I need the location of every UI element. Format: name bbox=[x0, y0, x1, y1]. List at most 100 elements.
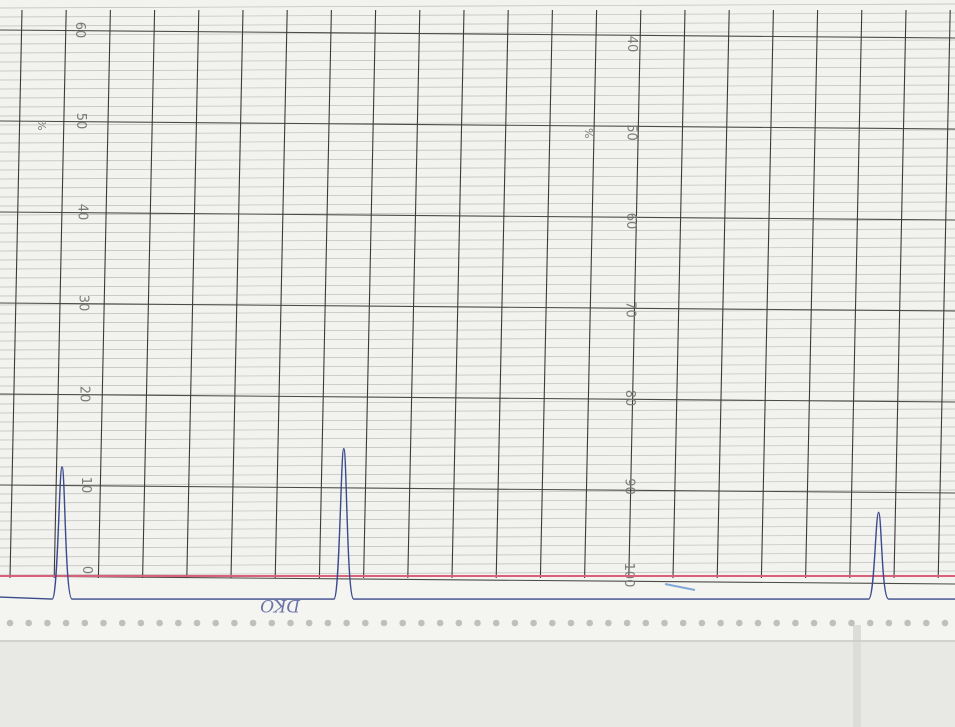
minor-grid-line bbox=[0, 543, 955, 549]
minor-grid-line bbox=[0, 174, 955, 180]
minor-grid-line bbox=[0, 201, 955, 207]
minor-grid-line bbox=[0, 507, 955, 513]
vertical-grid-line bbox=[805, 9, 819, 579]
right-tick-label: 40 bbox=[624, 36, 639, 53]
sprocket-hole bbox=[418, 619, 425, 627]
sprocket-hole bbox=[623, 619, 631, 627]
minor-grid-line bbox=[0, 255, 955, 261]
minor-grid-line bbox=[0, 435, 955, 441]
minor-grid-line bbox=[0, 489, 955, 495]
minor-grid-line bbox=[0, 462, 955, 468]
left-tick-label: 30 bbox=[76, 295, 91, 312]
minor-grid-line bbox=[0, 363, 955, 369]
major-grid-line bbox=[0, 120, 955, 130]
left-tick-label: 10 bbox=[78, 477, 93, 494]
minor-grid-line bbox=[0, 93, 955, 99]
sprocket-hole bbox=[736, 619, 743, 627]
vertical-grid-line bbox=[539, 9, 553, 579]
major-grid-line bbox=[0, 211, 955, 221]
vertical-grid-line bbox=[495, 9, 509, 579]
vertical-grid-line bbox=[363, 9, 377, 579]
sprocket-hole bbox=[137, 619, 145, 627]
minor-grid-line bbox=[0, 336, 955, 342]
minor-grid-line bbox=[0, 156, 955, 162]
sprocket-hole bbox=[268, 619, 276, 627]
handwritten-note: DKO bbox=[260, 595, 301, 615]
major-grid-line bbox=[0, 575, 955, 585]
sprocket-hole bbox=[25, 619, 32, 627]
sprocket-hole bbox=[567, 619, 575, 627]
minor-grid-line bbox=[0, 354, 955, 360]
minor-grid-line bbox=[0, 111, 955, 117]
sprocket-hole bbox=[810, 619, 818, 627]
sprocket-hole bbox=[904, 619, 911, 627]
sprocket-hole bbox=[212, 619, 219, 627]
sprocket-hole bbox=[642, 619, 650, 627]
minor-grid bbox=[0, 3, 955, 576]
vertical-grid-line bbox=[53, 9, 67, 579]
vertical-grid-line bbox=[760, 9, 774, 579]
minor-grid-line bbox=[0, 453, 955, 459]
sprocket-hole bbox=[175, 619, 182, 627]
minor-grid-line bbox=[0, 525, 955, 531]
minor-grid-line bbox=[0, 471, 955, 477]
minor-grid-line bbox=[0, 327, 955, 333]
minor-grid-line bbox=[0, 516, 955, 522]
right-tick-label: 50 bbox=[624, 124, 639, 141]
sprocket-holes bbox=[6, 619, 949, 627]
sprocket-hole bbox=[62, 619, 70, 627]
right-tick-label: 60 bbox=[623, 213, 638, 230]
sprocket-hole bbox=[6, 619, 14, 627]
minor-grid-line bbox=[0, 309, 955, 315]
vertical-grid-line bbox=[9, 9, 23, 579]
minor-grid-line bbox=[0, 138, 955, 144]
sprocket-hole bbox=[305, 619, 313, 627]
left-tick-label: 50 bbox=[73, 113, 88, 130]
minor-grid-line bbox=[0, 318, 955, 324]
sprocket-hole bbox=[362, 619, 369, 627]
sprocket-hole bbox=[474, 619, 481, 627]
minor-grid-line bbox=[0, 48, 955, 54]
minor-grid-line bbox=[0, 480, 955, 486]
sprocket-hole bbox=[866, 619, 874, 627]
vertical-grid-line bbox=[451, 9, 465, 579]
vertical-grid-line bbox=[584, 9, 598, 579]
minor-grid-line bbox=[0, 408, 955, 414]
minor-grid-line bbox=[0, 417, 955, 423]
minor-grid-line bbox=[0, 273, 955, 279]
right-tick-label: 80 bbox=[622, 390, 637, 407]
minor-grid-line bbox=[0, 534, 955, 540]
minor-grid-line bbox=[0, 291, 955, 297]
sprocket-hole bbox=[923, 619, 930, 627]
left-scale-ticks: 0 10 20 30 40 50 60 bbox=[72, 22, 94, 574]
minor-grid-line bbox=[0, 246, 955, 252]
vertical-grid-line bbox=[318, 9, 332, 579]
minor-grid-line bbox=[0, 237, 955, 243]
minor-grid-line bbox=[0, 426, 955, 432]
minor-grid-line bbox=[0, 444, 955, 450]
pen-mark bbox=[664, 583, 696, 591]
minor-grid-line bbox=[0, 102, 955, 108]
sprocket-hole bbox=[511, 619, 519, 627]
minor-grid-line bbox=[0, 75, 955, 81]
sprocket-hole bbox=[885, 619, 893, 627]
vertical-grid-line bbox=[142, 9, 156, 579]
sprocket-hole bbox=[586, 619, 593, 627]
sprocket-hole bbox=[156, 619, 163, 627]
major-grid-line bbox=[0, 484, 955, 494]
trace-line bbox=[0, 447, 955, 600]
sprocket-hole bbox=[717, 619, 724, 627]
vertical-grid-line bbox=[97, 9, 111, 579]
right-tick-label: 90 bbox=[622, 478, 637, 495]
major-horizontal-grid bbox=[0, 29, 955, 585]
sprocket-hole bbox=[380, 619, 388, 627]
minor-grid-line bbox=[0, 192, 955, 198]
left-tick-label: 20 bbox=[77, 386, 92, 403]
right-percent-mark: % bbox=[582, 128, 595, 138]
sprocket-hole bbox=[436, 619, 444, 627]
sprocket-hole bbox=[343, 619, 350, 627]
vertical-grid-line bbox=[407, 9, 421, 579]
sprocket-hole bbox=[792, 619, 799, 627]
backdrop-gap-left bbox=[853, 625, 861, 727]
